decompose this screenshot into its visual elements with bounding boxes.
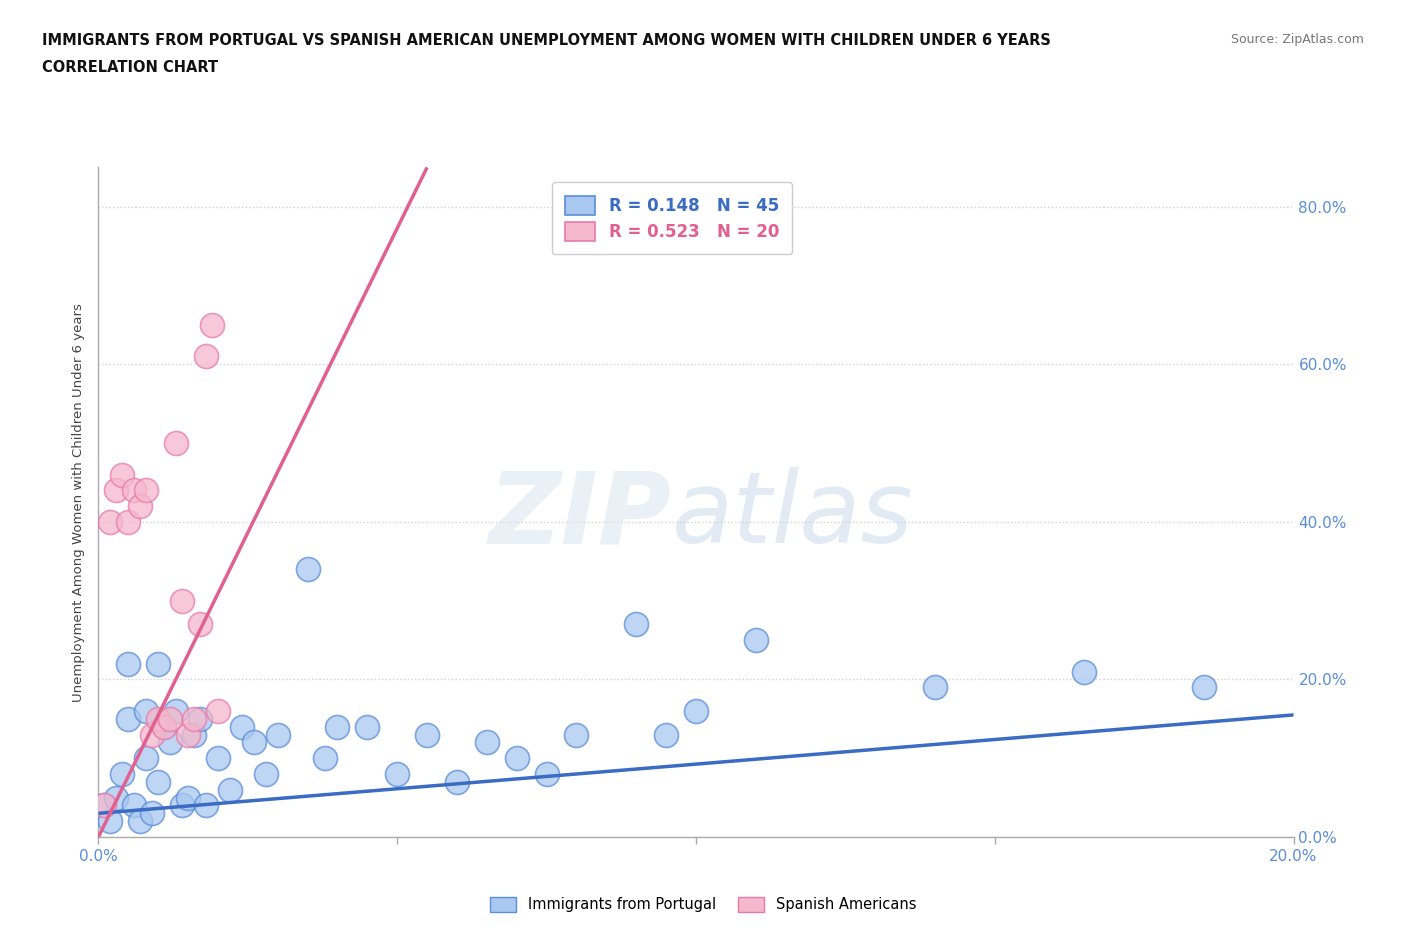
- Point: [159, 735, 181, 750]
- Point: [416, 727, 439, 742]
- Point: [111, 467, 134, 482]
- Point: [231, 719, 253, 734]
- Point: [105, 483, 128, 498]
- Point: [195, 349, 218, 364]
- Point: [1192, 680, 1215, 695]
- Text: IMMIGRANTS FROM PORTUGAL VS SPANISH AMERICAN UNEMPLOYMENT AMONG WOMEN WITH CHILD: IMMIGRANTS FROM PORTUGAL VS SPANISH AMER…: [42, 33, 1052, 47]
- Point: [141, 806, 163, 821]
- Point: [148, 657, 170, 671]
- Point: [207, 703, 229, 718]
- Point: [297, 562, 319, 577]
- Point: [1073, 664, 1095, 679]
- Legend: Immigrants from Portugal, Spanish Americans: Immigrants from Portugal, Spanish Americ…: [484, 891, 922, 918]
- Point: [100, 514, 122, 529]
- Point: [188, 617, 211, 631]
- Point: [243, 735, 266, 750]
- Point: [153, 719, 176, 734]
- Point: [685, 703, 707, 718]
- Point: [153, 719, 176, 734]
- Point: [924, 680, 946, 695]
- Text: CORRELATION CHART: CORRELATION CHART: [42, 60, 218, 75]
- Text: ZIP: ZIP: [489, 467, 672, 565]
- Point: [254, 766, 277, 781]
- Point: [626, 617, 648, 631]
- Point: [159, 711, 181, 726]
- Point: [141, 727, 163, 742]
- Legend: R = 0.148   N = 45, R = 0.523   N = 20: R = 0.148 N = 45, R = 0.523 N = 20: [553, 182, 792, 254]
- Point: [165, 435, 187, 450]
- Point: [536, 766, 558, 781]
- Point: [124, 483, 146, 498]
- Point: [326, 719, 349, 734]
- Point: [117, 514, 139, 529]
- Point: [177, 790, 200, 805]
- Point: [129, 498, 152, 513]
- Point: [655, 727, 678, 742]
- Text: atlas: atlas: [672, 467, 914, 565]
- Point: [148, 775, 170, 790]
- Point: [356, 719, 378, 734]
- Point: [148, 711, 170, 726]
- Point: [172, 798, 194, 813]
- Point: [315, 751, 337, 765]
- Point: [93, 798, 115, 813]
- Y-axis label: Unemployment Among Women with Children Under 6 years: Unemployment Among Women with Children U…: [72, 303, 86, 701]
- Point: [385, 766, 409, 781]
- Point: [565, 727, 588, 742]
- Point: [100, 814, 122, 829]
- Point: [219, 782, 242, 797]
- Point: [93, 798, 115, 813]
- Point: [267, 727, 290, 742]
- Point: [201, 317, 224, 332]
- Point: [135, 703, 157, 718]
- Point: [506, 751, 529, 765]
- Point: [135, 483, 157, 498]
- Point: [124, 798, 146, 813]
- Point: [117, 657, 139, 671]
- Point: [183, 727, 205, 742]
- Point: [111, 766, 134, 781]
- Point: [117, 711, 139, 726]
- Point: [446, 775, 468, 790]
- Point: [188, 711, 211, 726]
- Point: [177, 727, 200, 742]
- Point: [475, 735, 498, 750]
- Point: [165, 703, 187, 718]
- Point: [172, 593, 194, 608]
- Point: [195, 798, 218, 813]
- Point: [105, 790, 128, 805]
- Point: [135, 751, 157, 765]
- Point: [183, 711, 205, 726]
- Text: Source: ZipAtlas.com: Source: ZipAtlas.com: [1230, 33, 1364, 46]
- Point: [207, 751, 229, 765]
- Point: [745, 632, 768, 647]
- Point: [129, 814, 152, 829]
